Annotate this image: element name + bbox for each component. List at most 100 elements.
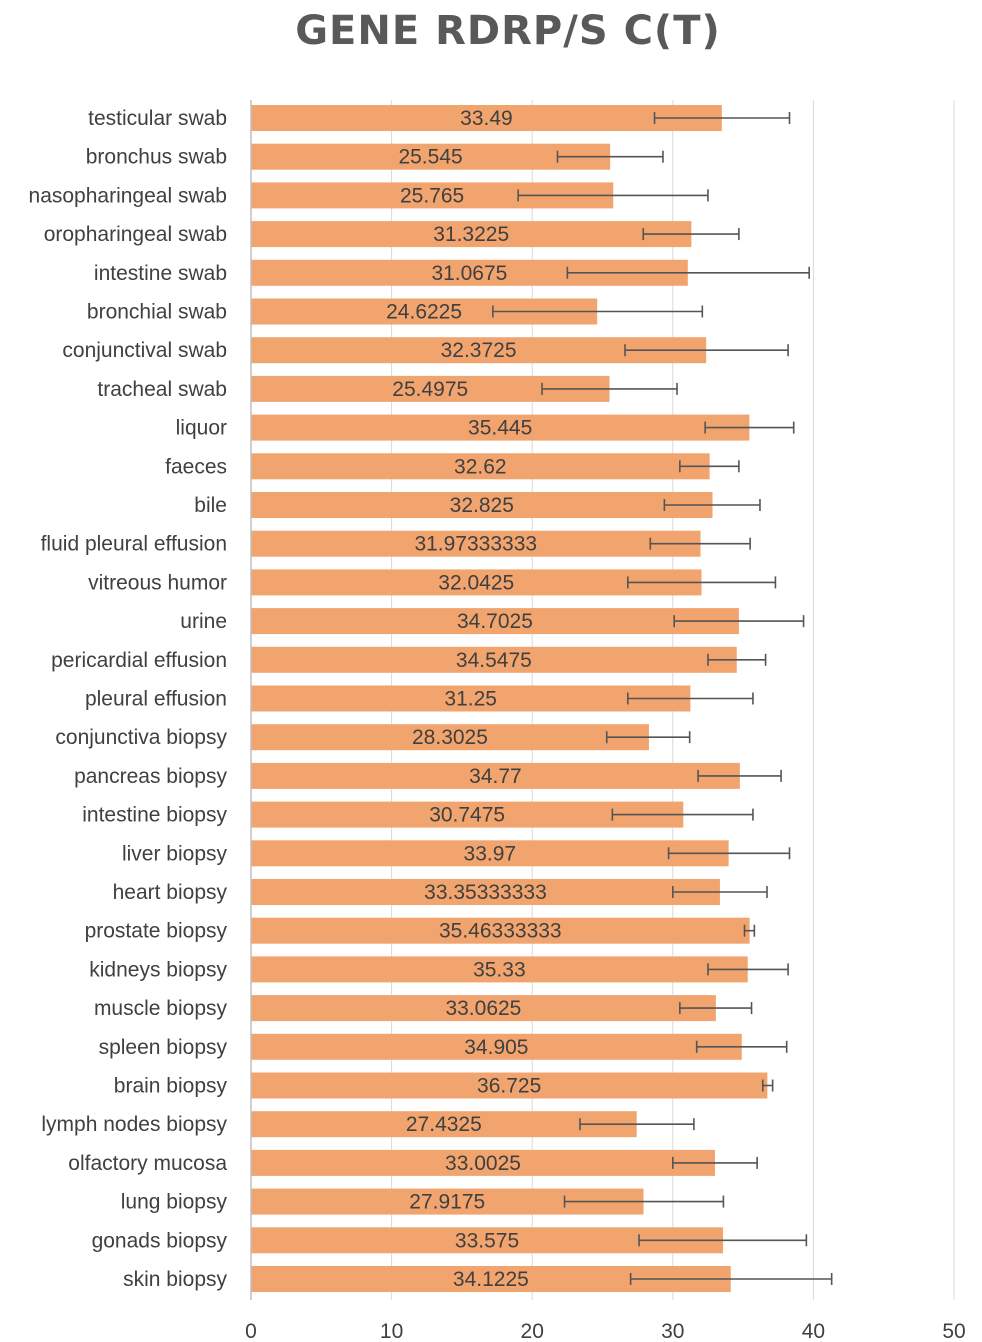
error-bar: [671, 1156, 758, 1169]
error-bar: [679, 460, 740, 473]
error-bar: [671, 886, 768, 898]
data-label: 33.0625: [445, 997, 521, 1020]
category-label: liquor: [176, 417, 227, 440]
bar: [251, 1111, 637, 1138]
data-label: 33.575: [455, 1229, 519, 1252]
data-labels: 33.49 25.545 25.765 31.3225 31.0675 24.6225 32…: [386, 107, 561, 1291]
category-label: pancreas biopsy: [74, 765, 227, 788]
error-bar: [663, 499, 761, 511]
category-label: nasopharingeal swab: [29, 184, 227, 207]
error-bar: [695, 1040, 788, 1053]
error-bar: [629, 1273, 833, 1285]
data-label: 25.765: [400, 184, 464, 207]
bar: [251, 1149, 716, 1176]
bar: [251, 453, 710, 480]
data-label: 34.5475: [456, 649, 532, 672]
data-label: 32.0425: [438, 571, 514, 594]
error-bar: [579, 1118, 695, 1131]
data-label: 34.1225: [453, 1268, 529, 1291]
error-bar: [627, 576, 777, 589]
bar: [251, 801, 684, 828]
category-label: conjunctiva biopsy: [55, 726, 227, 749]
error-bar: [492, 305, 704, 318]
bar: [251, 724, 649, 751]
category-label: fluid pleural effusion: [41, 533, 227, 556]
data-label: 34.77: [469, 765, 522, 788]
data-label: 33.49: [460, 107, 513, 130]
data-label: 34.905: [464, 1036, 528, 1059]
category-label: bronchus swab: [86, 146, 227, 169]
category-label: tracheal swab: [97, 378, 227, 401]
bar: [251, 995, 716, 1022]
error-bar: [697, 769, 782, 782]
category-label: muscle biopsy: [94, 997, 228, 1020]
error-bar: [605, 731, 691, 744]
chart-title: GENE RDRP/S C(T): [295, 8, 721, 54]
data-label: 25.4975: [392, 378, 468, 401]
data-label: 31.0675: [431, 262, 507, 285]
x-tick-label: 30: [661, 1320, 684, 1342]
data-label: 28.3025: [412, 726, 488, 749]
category-label: urine: [180, 610, 227, 633]
data-label: 24.6225: [386, 301, 462, 324]
data-label: 32.825: [450, 494, 514, 517]
category-label: heart biopsy: [113, 881, 228, 904]
data-label: 35.33: [473, 958, 526, 981]
category-label: brain biopsy: [114, 1075, 228, 1098]
data-label: 35.46333333: [439, 920, 562, 943]
error-bar: [707, 653, 767, 666]
bar: [251, 569, 702, 596]
category-label: intestine swab: [94, 262, 227, 285]
bar: [251, 1072, 768, 1099]
category-labels: testicular swab bronchus swab nasopharinge…: [29, 107, 228, 1291]
data-label: 25.545: [398, 146, 462, 169]
data-label: 32.3725: [441, 339, 517, 362]
error-bar: [642, 228, 740, 241]
data-label: 36.725: [477, 1075, 541, 1098]
category-label: conjunctival swab: [62, 339, 227, 362]
bar: [251, 840, 729, 867]
bar: [251, 1033, 742, 1060]
x-tick-label: 40: [802, 1320, 825, 1342]
bar: [251, 105, 722, 131]
error-bar: [667, 847, 791, 860]
bar: [251, 492, 713, 518]
error-bar: [566, 266, 810, 279]
bar: [251, 917, 750, 944]
category-label: gonads biopsy: [92, 1229, 228, 1252]
bar: [251, 221, 692, 248]
data-label: 32.62: [454, 455, 507, 478]
error-bar: [541, 382, 678, 395]
data-label: 30.7475: [429, 804, 505, 827]
category-label: skin biopsy: [123, 1268, 227, 1291]
data-label: 33.97: [464, 842, 517, 865]
data-label: 33.0025: [445, 1152, 521, 1175]
error-bar: [673, 615, 805, 628]
category-label: faeces: [165, 455, 227, 478]
bar: [251, 608, 739, 635]
error-bar: [707, 963, 789, 976]
bar: [251, 762, 740, 789]
x-tick-label: 0: [245, 1320, 257, 1342]
error-bar: [679, 1002, 753, 1015]
category-label: spleen biopsy: [99, 1036, 228, 1059]
category-label: oropharingeal swab: [44, 223, 227, 246]
bar: [251, 143, 611, 170]
data-label: 27.9175: [409, 1191, 485, 1214]
data-label: 31.97333333: [414, 533, 537, 556]
category-label: kidneys biopsy: [89, 958, 227, 981]
category-label: bile: [194, 494, 227, 517]
error-bar: [624, 344, 789, 357]
data-label: 31.3225: [433, 223, 509, 246]
data-label: 35.445: [468, 417, 532, 440]
error-bar: [743, 924, 756, 937]
bar: [251, 646, 737, 673]
category-label: olfactory mucosa: [68, 1152, 227, 1175]
error-bar: [556, 150, 664, 163]
category-label: pleural effusion: [85, 688, 227, 711]
category-label: prostate biopsy: [85, 920, 228, 943]
category-label: intestine biopsy: [82, 804, 227, 827]
error-bars: [492, 112, 833, 1285]
error-bar: [761, 1079, 774, 1092]
data-label: 34.7025: [457, 610, 533, 633]
